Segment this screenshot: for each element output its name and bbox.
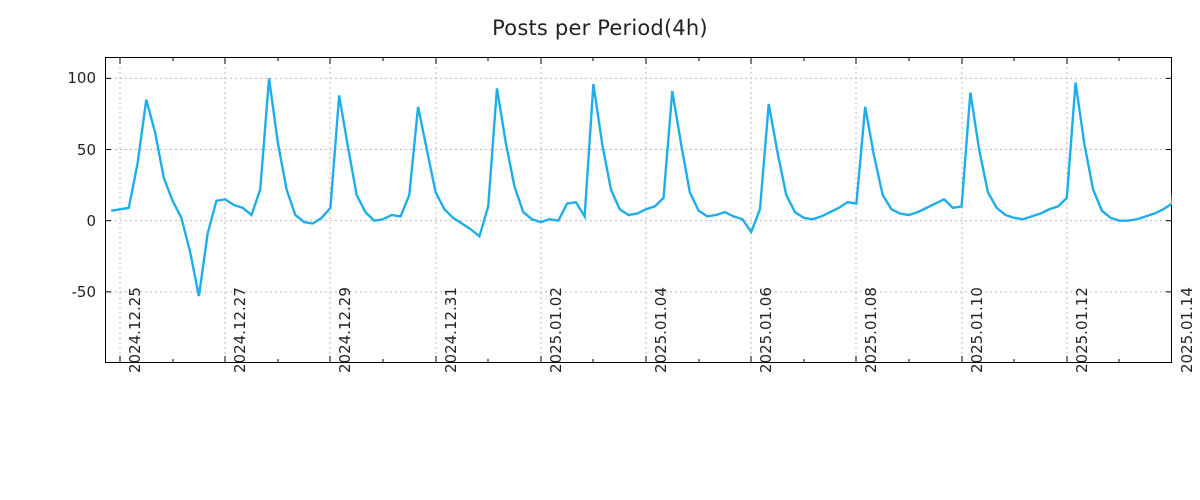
y-axis-tick-labels: -50 0 50 100 xyxy=(0,0,96,500)
x-tick-label: 2024.12.25 xyxy=(126,287,144,373)
plot-area xyxy=(105,57,1172,363)
x-tick-label: 2024.12.29 xyxy=(336,287,354,373)
x-tick-label: 2025.01.12 xyxy=(1073,287,1091,373)
y-tick-label: 0 xyxy=(86,211,96,230)
grid-lines xyxy=(105,57,1172,363)
x-tick-label: 2025.01.02 xyxy=(547,287,565,373)
x-tick-label: 2025.01.10 xyxy=(968,287,986,373)
y-tick-label: 100 xyxy=(67,69,96,88)
x-tick-label: 2025.01.14 xyxy=(1178,287,1196,373)
x-tick-label: 2024.12.27 xyxy=(231,287,249,373)
x-tick-label: 2025.01.06 xyxy=(757,287,775,373)
x-tick-label: 2025.01.08 xyxy=(862,287,880,373)
x-tick-label: 2024.12.31 xyxy=(442,287,460,373)
plot-svg xyxy=(105,57,1172,363)
series-line xyxy=(111,78,1172,297)
plot-border xyxy=(105,57,1172,363)
y-tick-label: 50 xyxy=(76,140,96,159)
y-tick-label: -50 xyxy=(71,282,97,301)
x-tick-label: 2025.01.04 xyxy=(652,287,670,373)
chart-title: Posts per Period(4h) xyxy=(492,16,708,40)
